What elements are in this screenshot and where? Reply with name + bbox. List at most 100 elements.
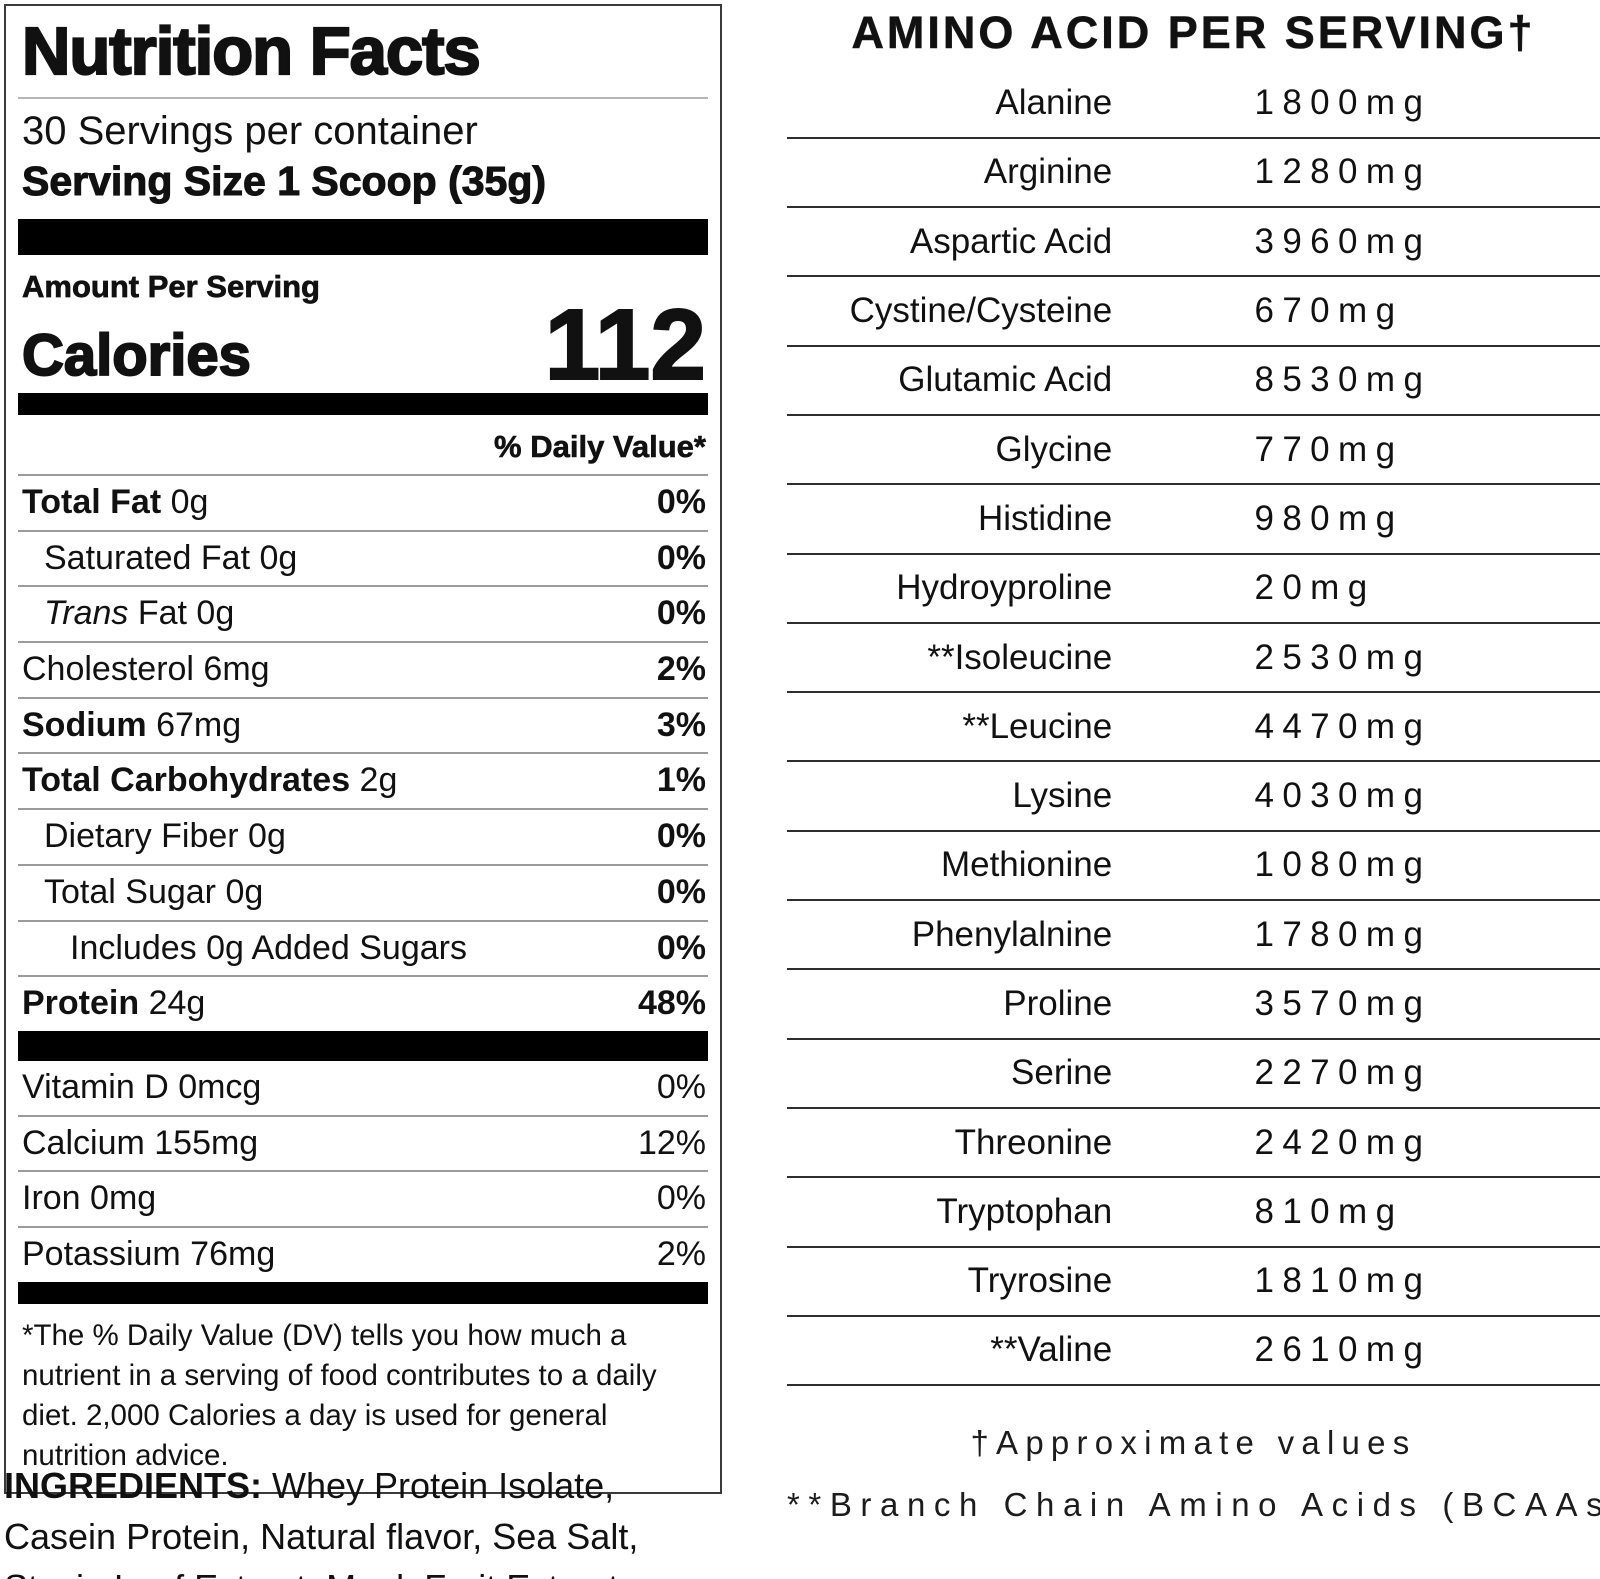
nutrient-daily-value: 0% xyxy=(656,594,706,633)
amino-acid-row: Lysine 4030mg xyxy=(787,762,1600,832)
micronutrient-daily-value: 0% xyxy=(656,1179,706,1218)
micronutrient-row: Vitamin D 0mcg 0% xyxy=(18,1061,708,1115)
amino-acid-row: Hydroyproline 20mg xyxy=(787,555,1600,624)
amino-acid-name: **Leucine xyxy=(962,706,1113,746)
divider-bar-thick-2 xyxy=(18,1030,708,1061)
micronutrient-row: Iron 0mg 0% xyxy=(18,1170,708,1226)
amino-acid-value: 1080mg xyxy=(1254,845,1432,885)
divider-bar-medium xyxy=(18,393,708,416)
amino-acid-table: Alanine 1800mg Arginine 1280mg Aspartic Acid… xyxy=(787,70,1600,1387)
micronutrient-row: Calcium 155mg 12% xyxy=(18,1114,708,1171)
nutrient-daily-value: 0% xyxy=(656,483,706,522)
nutrition-facts-title: Nutrition Facts xyxy=(18,6,708,100)
nutrient-row: Cholesterol 6mg 2% xyxy=(18,641,708,697)
nutrient-label: Total Fat 0g xyxy=(22,483,209,522)
amino-acid-name: Tryptophan xyxy=(936,1191,1113,1231)
amino-acid-title: AMINO ACID PER SERVING† xyxy=(851,7,1536,58)
nutrient-label: Total Sugar 0g xyxy=(44,872,263,911)
nutrient-row: Dietary Fiber 0g 0% xyxy=(18,808,708,864)
amino-acid-row: Threonine 2420mg xyxy=(787,1109,1600,1179)
nutrient-name: Dietary Fiber xyxy=(44,817,239,856)
amino-acid-name: Proline xyxy=(1003,984,1113,1023)
micronutrient-name: Calcium 155mg xyxy=(22,1123,259,1162)
daily-value-header: % Daily Value* xyxy=(494,429,707,465)
nutrient-name: Cholesterol xyxy=(22,650,194,689)
servings-per-container: 30 Servings per container xyxy=(22,109,478,154)
nutrient-row: Trans Fat 0g 0% xyxy=(18,585,708,641)
nutrient-name: Sodium xyxy=(22,705,147,744)
calories-label: Calories xyxy=(21,323,252,389)
amino-acid-name: Arginine xyxy=(983,152,1113,192)
amino-acid-panel: AMINO ACID PER SERVING† Alanine 1800mg Arg… xyxy=(787,8,1600,1524)
micronutrient-row: Potassium 76mg 2% xyxy=(18,1225,708,1282)
amino-acid-row: Alanine 1800mg xyxy=(787,70,1600,139)
amino-acid-name: Hydroyproline xyxy=(896,568,1113,608)
amino-acid-name: Tryrosine xyxy=(967,1261,1113,1301)
amino-acid-value: 2420mg xyxy=(1254,1122,1432,1162)
nutrient-row: Includes 0g Added Sugars 0% xyxy=(18,919,708,976)
divider-bar-bottom xyxy=(18,1281,708,1304)
nutrient-row: Sodium 67mg 3% xyxy=(18,696,708,753)
nutrient-row: Total Fat 0g 0% xyxy=(18,474,708,530)
nutrient-name: Includes 0g Added Sugars xyxy=(70,928,467,967)
micronutrient-daily-value: 0% xyxy=(656,1067,706,1106)
nutrient-daily-value: 48% xyxy=(637,984,706,1023)
amino-acid-name: Threonine xyxy=(954,1122,1113,1162)
amino-acid-row: Cystine/Cysteine 670mg xyxy=(787,277,1600,347)
daily-value-footnote: *The % Daily Value (DV) tells you how mu… xyxy=(22,1318,657,1472)
amino-acid-row: Proline 3570mg xyxy=(787,970,1600,1040)
bcaa-footnote: **Branch Chain Amino Acids (BCAAs) xyxy=(787,1486,1600,1524)
nutrient-daily-value: 0% xyxy=(656,817,706,856)
nutrient-label: Trans Fat 0g xyxy=(44,596,234,632)
nutrition-facts-panel: Nutrition Facts 30 Servings per containe… xyxy=(4,4,722,1495)
amino-acid-row: **Isoleucine 2530mg xyxy=(787,624,1600,694)
nutrient-amount: 6mg xyxy=(193,650,270,689)
nutrient-amount: 24g xyxy=(139,984,206,1023)
micronutrient-rows: Vitamin D 0mcg 0% Calcium 155mg 12% Iron 0mg… xyxy=(18,1061,708,1282)
amino-acid-value: 1280mg xyxy=(1254,152,1432,192)
nutrient-name: Total Sugar xyxy=(44,872,216,911)
amino-acid-name: Glutamic Acid xyxy=(898,360,1113,400)
nutrient-row: Total Sugar 0g 0% xyxy=(18,863,708,920)
nutrient-daily-value: 0% xyxy=(656,538,706,577)
nutrient-row: Total Carbohydrates 2g 1% xyxy=(18,752,708,808)
nutrient-amount: Fat 0g xyxy=(128,594,235,633)
amino-acid-row: Tryptophan 810mg xyxy=(787,1178,1600,1248)
amino-acid-name: Glycine xyxy=(995,429,1113,469)
amino-acid-value: 980mg xyxy=(1254,498,1404,538)
nutrient-daily-value: 3% xyxy=(656,705,706,744)
amino-acid-row: Glutamic Acid 8530mg xyxy=(787,347,1600,416)
nutrient-daily-value: 1% xyxy=(656,761,706,800)
calories-value: 112 xyxy=(544,289,707,402)
nutrient-daily-value: 2% xyxy=(656,650,706,689)
amino-acid-name: Alanine xyxy=(995,83,1113,123)
amino-acid-value: 810mg xyxy=(1254,1191,1404,1231)
amino-acid-value: 20mg xyxy=(1254,568,1376,608)
ingredients-section: INGREDIENTS: Whey Protein Isolate, Casei… xyxy=(4,1460,718,1579)
amino-acid-value: 770mg xyxy=(1254,429,1404,469)
approximate-values-footnote: †Approximate values xyxy=(970,1424,1417,1462)
nutrient-amount: 0g xyxy=(161,483,209,522)
amino-acid-row: **Leucine 4470mg xyxy=(787,693,1600,763)
amino-acid-row: Histidine 980mg xyxy=(787,485,1600,555)
nutrient-name: Protein xyxy=(22,984,140,1023)
amino-acid-row: Methionine 1080mg xyxy=(787,832,1600,902)
amino-acid-value: 670mg xyxy=(1254,291,1404,331)
amino-acid-row: Serine 2270mg xyxy=(787,1040,1600,1109)
nutrient-name: Total Carbohydrates xyxy=(22,761,351,800)
amino-acid-name: Histidine xyxy=(977,498,1113,538)
nutrient-name: Saturated Fat xyxy=(44,538,251,577)
divider-bar-thick xyxy=(18,219,708,256)
amino-acid-value: 4470mg xyxy=(1254,706,1432,746)
nutrient-label: Dietary Fiber 0g xyxy=(44,817,286,856)
nutrient-name: Total Fat xyxy=(22,483,162,522)
micronutrient-name: Vitamin D 0mcg xyxy=(22,1067,262,1106)
amino-acid-row: Phenylalnine 1780mg xyxy=(787,901,1600,971)
amino-acid-value: 3960mg xyxy=(1254,221,1432,261)
nutrient-amount: 2g xyxy=(350,761,398,800)
amino-acid-value: 2530mg xyxy=(1254,637,1432,677)
amino-acid-value: 2270mg xyxy=(1254,1053,1432,1093)
amino-acid-name: Phenylalnine xyxy=(911,914,1113,954)
amino-acid-value: 1780mg xyxy=(1254,914,1432,954)
